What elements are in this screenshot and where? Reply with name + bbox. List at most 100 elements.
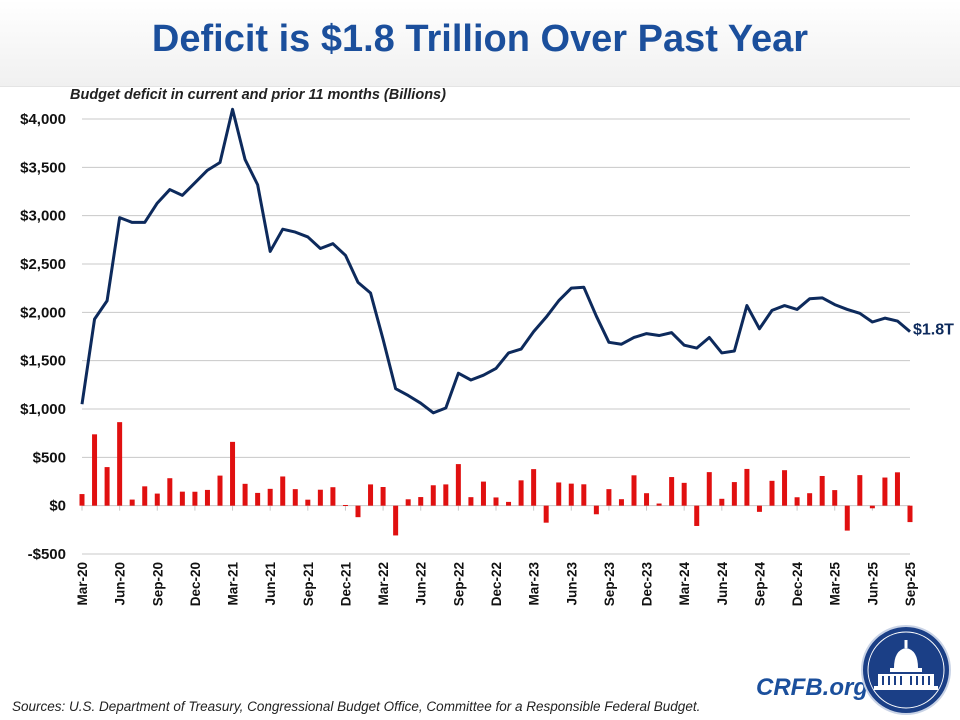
monthly-deficit-bar xyxy=(468,497,474,506)
brand-link[interactable]: CRFB.org xyxy=(756,674,868,701)
monthly-deficit-bar xyxy=(255,492,261,506)
monthly-deficit-bar xyxy=(305,499,311,506)
x-tick-label: Mar-25 xyxy=(828,562,843,606)
monthly-deficit-bar xyxy=(104,467,110,506)
monthly-deficit-bar xyxy=(656,503,662,506)
monthly-deficit-bar xyxy=(669,477,675,506)
monthly-deficit-bar xyxy=(568,483,574,506)
monthly-deficit-bar xyxy=(531,469,537,506)
title-band xyxy=(0,0,960,87)
y-tick-label: $2,500 xyxy=(20,256,66,273)
chart-subtitle: Budget deficit in current and prior 11 m… xyxy=(70,87,446,103)
monthly-deficit-bar xyxy=(217,475,223,506)
monthly-deficit-bar xyxy=(556,482,562,506)
x-tick-label: Jun-24 xyxy=(715,562,730,606)
monthly-deficit-bar xyxy=(681,482,687,506)
monthly-deficit-bar xyxy=(204,489,210,506)
monthly-deficit-bar xyxy=(731,482,737,506)
monthly-deficit-bar xyxy=(192,491,198,506)
rolling-deficit-line xyxy=(80,107,911,415)
y-tick-label: $1,000 xyxy=(20,401,66,418)
x-tick-label: Mar-24 xyxy=(677,562,692,606)
monthly-deficit-bar xyxy=(117,422,123,506)
monthly-deficit-bar xyxy=(769,480,775,506)
monthly-deficit-bar xyxy=(593,505,599,515)
monthly-deficit-bar xyxy=(857,475,863,506)
monthly-deficit-bar xyxy=(518,480,524,506)
x-tick-label: Jun-23 xyxy=(564,562,579,606)
monthly-deficit-bar xyxy=(606,489,612,506)
monthly-deficit-bar xyxy=(694,505,700,526)
x-tick-label: Dec-21 xyxy=(338,562,353,607)
monthly-deficit-bar xyxy=(869,505,875,509)
monthly-deficit-bar xyxy=(380,487,386,506)
monthly-deficit-bar xyxy=(368,484,374,506)
monthly-deficit-bar xyxy=(832,490,838,506)
monthly-deficit-bar xyxy=(242,483,248,506)
monthly-deficit-bar xyxy=(493,497,499,506)
monthly-deficit-bar xyxy=(543,505,549,523)
monthly-deficit-bar xyxy=(719,498,725,506)
x-tick-label: Jun-22 xyxy=(414,562,429,606)
x-tick-label: Sep-25 xyxy=(903,562,918,607)
monthly-deficit-bar xyxy=(330,487,336,506)
x-tick-label: Sep-24 xyxy=(752,562,767,607)
y-tick-label: $1,500 xyxy=(20,353,66,370)
monthly-deficit-bar xyxy=(455,464,461,506)
monthly-deficit-bar xyxy=(443,484,449,506)
x-tick-label: Dec-20 xyxy=(188,562,203,606)
monthly-deficit-bar xyxy=(756,505,762,512)
monthly-deficit-bar xyxy=(355,505,361,518)
capitol-logo-icon xyxy=(861,625,951,715)
monthly-deficit-bar xyxy=(581,484,587,506)
x-tick-label: Sep-21 xyxy=(301,562,316,607)
y-tick-label: $500 xyxy=(33,449,66,466)
y-tick-label: -$500 xyxy=(28,546,66,563)
monthly-deficit-bar xyxy=(907,505,913,523)
x-tick-label: Jun-20 xyxy=(113,562,128,606)
monthly-deficit-bar xyxy=(844,505,850,531)
monthly-deficit-bar xyxy=(418,497,424,506)
monthly-deficit-bar xyxy=(179,491,185,506)
monthly-deficit-bar xyxy=(267,488,273,506)
x-tick-label: Mar-20 xyxy=(75,562,90,606)
x-tick-label: Sep-23 xyxy=(602,562,617,607)
monthly-deficit-bar xyxy=(644,493,650,506)
monthly-deficit-bar xyxy=(506,501,512,506)
monthly-deficit-bar xyxy=(92,434,98,506)
y-tick-label: $3,000 xyxy=(20,208,66,225)
x-tick-label: Dec-24 xyxy=(790,562,805,607)
monthly-deficit-bar xyxy=(782,470,788,506)
monthly-deficit-bar xyxy=(405,499,411,506)
monthly-deficit-bar xyxy=(631,475,637,506)
x-tick-label: Mar-23 xyxy=(527,562,542,606)
monthly-deficit-bar xyxy=(317,489,323,506)
monthly-deficit-bar xyxy=(744,468,750,506)
monthly-deficit-bar xyxy=(430,485,436,506)
monthly-deficit-bar xyxy=(882,477,888,506)
monthly-deficit-bar xyxy=(618,499,624,506)
x-tick-label: Jun-25 xyxy=(865,562,880,606)
y-tick-label: $2,000 xyxy=(20,304,66,321)
y-tick-label: $3,500 xyxy=(20,159,66,176)
monthly-deficit-bar xyxy=(894,472,900,506)
monthly-deficit-bar xyxy=(819,475,825,506)
x-tick-label: Sep-20 xyxy=(150,562,165,606)
monthly-deficit-bar xyxy=(342,504,348,506)
monthly-deficit-bar xyxy=(706,472,712,506)
y-tick-label: $4,000 xyxy=(20,111,66,128)
x-tick-label: Mar-21 xyxy=(226,562,241,606)
monthly-deficit-bar xyxy=(167,478,173,506)
x-tick-label: Jun-21 xyxy=(263,562,278,606)
monthly-deficit-bar xyxy=(280,476,286,506)
monthly-deficit-bar xyxy=(154,493,160,506)
monthly-deficit-bar xyxy=(230,441,236,506)
monthly-deficit-bar xyxy=(480,481,486,506)
chart-title: Deficit is $1.8 Trillion Over Past Year xyxy=(151,18,809,60)
monthly-deficit-bar xyxy=(142,486,148,506)
x-tick-label: Dec-22 xyxy=(489,562,504,606)
x-tick-label: Sep-22 xyxy=(451,562,466,606)
monthly-deficit-bar xyxy=(292,489,298,506)
y-tick-label: $0 xyxy=(49,498,66,515)
